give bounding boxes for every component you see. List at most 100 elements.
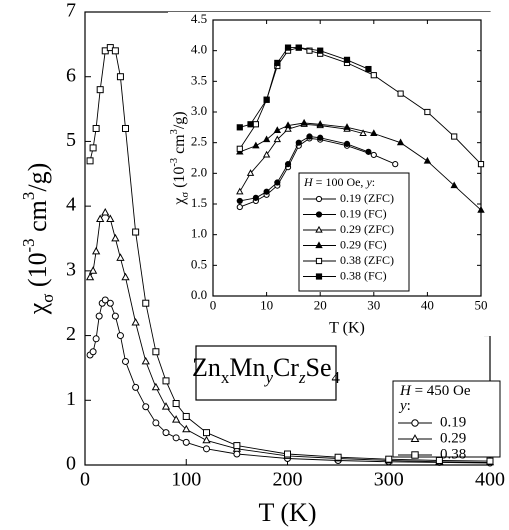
marker xyxy=(236,203,243,211)
marker xyxy=(122,124,129,132)
text-part: Mn xyxy=(229,353,265,382)
y-tick-label: 0.0 xyxy=(191,287,207,302)
y-tick-label: 5 xyxy=(66,129,76,151)
text-part: (10 xyxy=(23,252,52,293)
marker xyxy=(274,59,281,67)
text-part: σ xyxy=(38,294,57,303)
series-line xyxy=(89,211,491,463)
marker xyxy=(424,108,431,116)
y-tick-label: 1.5 xyxy=(191,195,207,210)
marker xyxy=(315,225,323,233)
text-part: 3 xyxy=(169,129,180,134)
text-part: /g) xyxy=(171,111,188,129)
text-part: = 100 Oe, xyxy=(313,175,367,189)
marker xyxy=(306,47,313,54)
y-tick-label: 4 xyxy=(66,194,76,216)
text-part: = 450 Oe xyxy=(411,383,471,399)
y-tick-label: 0 xyxy=(66,453,76,475)
marker xyxy=(252,121,259,128)
text-part: σ xyxy=(180,192,191,198)
text-part: cm xyxy=(23,200,52,238)
marker xyxy=(141,356,150,365)
y-tick-label: 3.0 xyxy=(191,103,207,118)
marker xyxy=(236,124,243,131)
text-part: /g) xyxy=(23,163,52,192)
x-tick-label: 0 xyxy=(80,469,90,491)
series-line xyxy=(239,136,369,202)
marker xyxy=(233,442,241,450)
marker xyxy=(451,133,458,140)
marker xyxy=(182,424,191,433)
legend-label: 0.29 xyxy=(440,430,466,446)
marker xyxy=(91,246,101,255)
marker xyxy=(247,121,254,128)
marker xyxy=(284,161,292,168)
text-part: 3 xyxy=(19,192,38,200)
x-tick-label: 50 xyxy=(475,297,488,312)
marker xyxy=(365,65,372,73)
marker xyxy=(161,402,171,410)
marker xyxy=(343,56,351,63)
x-tick-label: 200 xyxy=(273,469,303,491)
marker xyxy=(300,118,308,126)
marker xyxy=(315,195,323,203)
marker xyxy=(182,438,190,446)
marker xyxy=(263,96,270,103)
marker xyxy=(317,134,324,141)
text-part: χ xyxy=(23,302,52,315)
text-part: : xyxy=(407,398,411,414)
marker xyxy=(89,348,97,356)
marker xyxy=(263,188,270,195)
y-tick-label: 4.0 xyxy=(191,42,207,57)
marker xyxy=(236,145,243,152)
y-tick-label: 1.0 xyxy=(191,226,207,241)
legend-label: 0.19 (ZFC) xyxy=(340,191,394,205)
marker xyxy=(96,214,105,222)
marker xyxy=(306,133,313,140)
legend-label: 0.29 (ZFC) xyxy=(340,222,394,236)
marker xyxy=(365,148,372,155)
marker xyxy=(111,47,119,55)
marker xyxy=(343,140,351,147)
text-part: Cr xyxy=(273,353,299,382)
marker xyxy=(370,151,377,159)
y-axis-label: χσ (10-3 cm3/g) xyxy=(169,111,191,205)
legend-box xyxy=(392,380,501,458)
plot-frame xyxy=(212,19,482,297)
marker xyxy=(410,434,420,443)
marker xyxy=(202,435,211,444)
marker xyxy=(397,90,404,97)
marker xyxy=(85,272,95,281)
y-tick-label: 3.5 xyxy=(191,72,207,87)
marker xyxy=(122,357,129,365)
marker xyxy=(171,415,181,423)
marker xyxy=(162,377,170,385)
marker xyxy=(162,429,170,437)
marker xyxy=(92,335,100,343)
text-part: y xyxy=(263,368,273,387)
x-axis-label: T (K) xyxy=(329,320,365,337)
y-tick-label: 1 xyxy=(66,388,76,410)
marker xyxy=(121,272,130,281)
marker xyxy=(116,332,124,340)
marker xyxy=(359,129,367,137)
legend-label: 0.19 xyxy=(440,414,466,430)
text-part: 4 xyxy=(332,368,341,387)
text-part: : xyxy=(372,175,375,189)
marker xyxy=(101,296,109,304)
marker xyxy=(172,434,180,442)
marker xyxy=(334,453,342,461)
marker xyxy=(317,47,324,54)
marker xyxy=(370,72,377,79)
y-tick-label: 7 xyxy=(66,0,76,22)
marker xyxy=(315,257,323,265)
y-axis-label: χσ (10-3 cm3/g) xyxy=(19,163,57,316)
legend-label: 0.38 (ZFC) xyxy=(340,253,394,267)
legend-label: 0.38 (FC) xyxy=(340,268,387,282)
marker xyxy=(92,124,100,132)
marker xyxy=(116,73,124,81)
marker xyxy=(316,120,324,127)
x-tick-label: 0 xyxy=(210,297,217,312)
legend-title: H = 100 Oe, y: xyxy=(303,175,375,189)
